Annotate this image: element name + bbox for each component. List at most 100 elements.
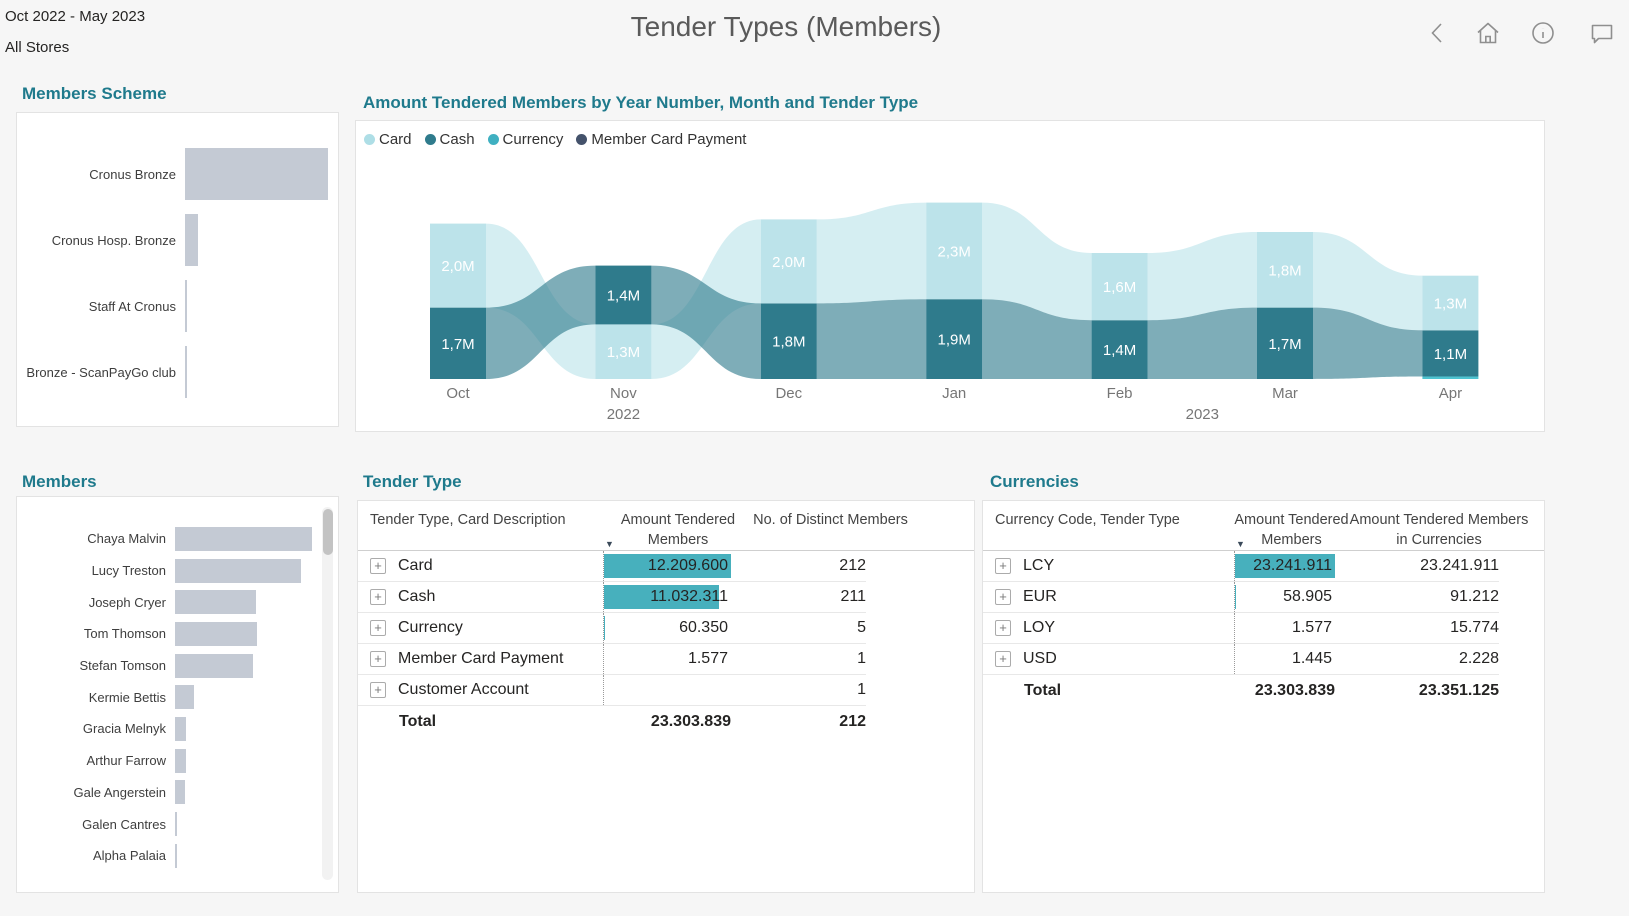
table-row[interactable]: + Cash 11.032.311 211 xyxy=(358,582,866,614)
ribbon-segment-card[interactable] xyxy=(1257,232,1313,308)
bar-row[interactable]: Alpha Palaia xyxy=(25,840,312,872)
ribbon-segment-card[interactable] xyxy=(760,219,817,304)
ribbon-segment-cash[interactable] xyxy=(430,307,486,379)
ribbon-connector-cash[interactable] xyxy=(651,265,761,379)
bar-row[interactable]: Arthur Farrow xyxy=(25,745,312,777)
bar[interactable] xyxy=(185,346,188,398)
expand-icon[interactable]: + xyxy=(370,651,386,668)
store-filter[interactable]: All Stores xyxy=(5,39,70,56)
ribbon-segment-cash[interactable] xyxy=(1091,320,1148,379)
data-label: 1,3M xyxy=(607,344,640,361)
ribbon-segment-card[interactable] xyxy=(595,324,652,379)
column-header-tender-type[interactable]: Tender Type, Card Description xyxy=(370,512,566,528)
bar-row[interactable]: Lucy Treston xyxy=(25,555,312,587)
expand-icon[interactable]: + xyxy=(370,558,386,575)
ribbon-connector-cash[interactable] xyxy=(1147,307,1257,379)
ribbon-segment-cash[interactable] xyxy=(1422,330,1479,377)
bar-row[interactable]: Joseph Cryer xyxy=(25,586,312,618)
ribbon-connector-cash[interactable] xyxy=(486,265,596,379)
table-row[interactable]: + EUR 58.905 91.212 xyxy=(983,582,1499,614)
ribbon-segment-card[interactable] xyxy=(1091,253,1148,321)
ribbon-segment-card[interactable] xyxy=(926,202,983,300)
bar[interactable] xyxy=(185,280,188,332)
ribbon-connector-card[interactable] xyxy=(816,202,927,304)
bar[interactable] xyxy=(175,716,186,741)
row-header-cell: + Currency xyxy=(358,619,603,637)
bar-row[interactable]: Cronus Bronze xyxy=(25,141,328,207)
column-header-amount-in-currencies[interactable]: Amount Tendered Members in Currencies xyxy=(1349,512,1529,548)
date-range-filter[interactable]: Oct 2022 - May 2023 xyxy=(5,8,146,25)
bar-row[interactable]: Gracia Melnyk xyxy=(25,713,312,745)
table-row[interactable]: + Member Card Payment 1.577 1 xyxy=(358,644,866,676)
bar-row[interactable]: Kermie Bettis xyxy=(25,681,312,713)
legend-item[interactable]: Currency xyxy=(487,131,563,148)
ribbon-segment-cash[interactable] xyxy=(595,265,652,325)
bar-row[interactable]: Bronze - ScanPayGo club xyxy=(25,339,328,405)
column-header-amount-tendered[interactable]: Amount Tendered Members xyxy=(1234,512,1349,548)
ribbon-connector-cash[interactable] xyxy=(1313,307,1423,379)
ribbon-segment-cash[interactable] xyxy=(926,299,983,379)
chat-icon[interactable] xyxy=(1588,19,1616,47)
bar[interactable] xyxy=(175,526,312,551)
bar-row[interactable]: Cronus Hosp. Bronze xyxy=(25,207,328,273)
table-row[interactable]: + LCY 23.241.911 23.241.911 xyxy=(983,551,1499,583)
bar[interactable] xyxy=(185,214,198,266)
info-icon[interactable] xyxy=(1529,19,1557,47)
ribbon-segment-currency[interactable] xyxy=(1422,376,1479,379)
bar[interactable] xyxy=(175,558,302,583)
legend-item[interactable]: Member Card Payment xyxy=(576,131,746,148)
table-row[interactable]: + Currency 60.350 5 xyxy=(358,613,866,645)
sort-desc-icon[interactable]: ▼ xyxy=(1236,539,1245,550)
ribbon-connector-card[interactable] xyxy=(982,202,1092,321)
table-row[interactable]: + Customer Account 1 xyxy=(358,675,866,707)
bar[interactable] xyxy=(175,780,185,805)
back-icon[interactable] xyxy=(1424,19,1452,47)
table-row[interactable]: + LOY 1.577 15.774 xyxy=(983,613,1499,645)
legend-item[interactable]: Card xyxy=(364,131,412,148)
expand-icon[interactable]: + xyxy=(370,589,386,606)
ribbon-connector-card[interactable] xyxy=(1147,232,1257,321)
bar[interactable] xyxy=(175,748,186,773)
value-cell: 15.774 xyxy=(1450,619,1499,637)
ribbon-segment-cash[interactable] xyxy=(1257,307,1313,379)
legend-dot-icon xyxy=(487,134,499,145)
expand-icon[interactable]: + xyxy=(370,620,386,637)
row-header-cell: + Member Card Payment xyxy=(358,650,603,668)
home-icon[interactable] xyxy=(1474,19,1502,47)
bar-row[interactable]: Stefan Tomson xyxy=(25,650,312,682)
ribbon-connector-cash[interactable] xyxy=(982,299,1092,379)
column-header-currency-code[interactable]: Currency Code, Tender Type xyxy=(995,512,1180,528)
bar-row[interactable]: Chaya Malvin xyxy=(25,523,312,555)
scrollbar-thumb[interactable] xyxy=(322,509,333,555)
ribbon-connector-cash[interactable] xyxy=(816,299,927,379)
bar-row[interactable]: Galen Cantres xyxy=(25,808,312,840)
expand-icon[interactable]: + xyxy=(995,589,1011,606)
expand-icon[interactable]: + xyxy=(995,620,1011,637)
bar[interactable] xyxy=(175,621,258,646)
bar-row[interactable]: Tom Thomson xyxy=(25,618,312,650)
sort-desc-icon[interactable]: ▼ xyxy=(605,539,614,550)
bar-row[interactable]: Gale Angerstein xyxy=(25,777,312,809)
column-header-distinct-members[interactable]: No. of Distinct Members xyxy=(753,512,908,528)
scrollbar-track[interactable] xyxy=(322,507,333,880)
legend-item[interactable]: Cash xyxy=(424,131,475,148)
bar[interactable] xyxy=(175,653,254,678)
bar[interactable] xyxy=(175,812,177,837)
bar[interactable] xyxy=(175,590,256,615)
bar[interactable] xyxy=(175,685,195,710)
ribbon-segment-card[interactable] xyxy=(1422,275,1479,331)
ribbon-chart[interactable]: 1,7M 2,0M 1,3M 1,4M 1,8M 2,0M 1,9M 2,3M 1,4M 1,6M… xyxy=(356,151,1544,429)
bar[interactable] xyxy=(185,148,328,200)
data-label: 1,4M xyxy=(1103,342,1136,359)
ribbon-connector-card[interactable] xyxy=(1313,232,1423,331)
bar-row[interactable]: Staff At Cronus xyxy=(25,273,328,339)
table-row[interactable]: + Card 12.209.600 212 xyxy=(358,551,866,583)
expand-icon[interactable]: + xyxy=(995,558,1011,575)
expand-icon[interactable]: + xyxy=(370,682,386,699)
column-header-amount-tendered[interactable]: Amount Tendered Members xyxy=(620,512,736,548)
table-row[interactable]: + USD 1.445 2.228 xyxy=(983,644,1499,676)
bar[interactable] xyxy=(175,843,177,868)
ribbon-segment-cash[interactable] xyxy=(760,303,817,379)
expand-icon[interactable]: + xyxy=(995,651,1011,668)
ribbon-segment-card[interactable] xyxy=(430,223,486,308)
